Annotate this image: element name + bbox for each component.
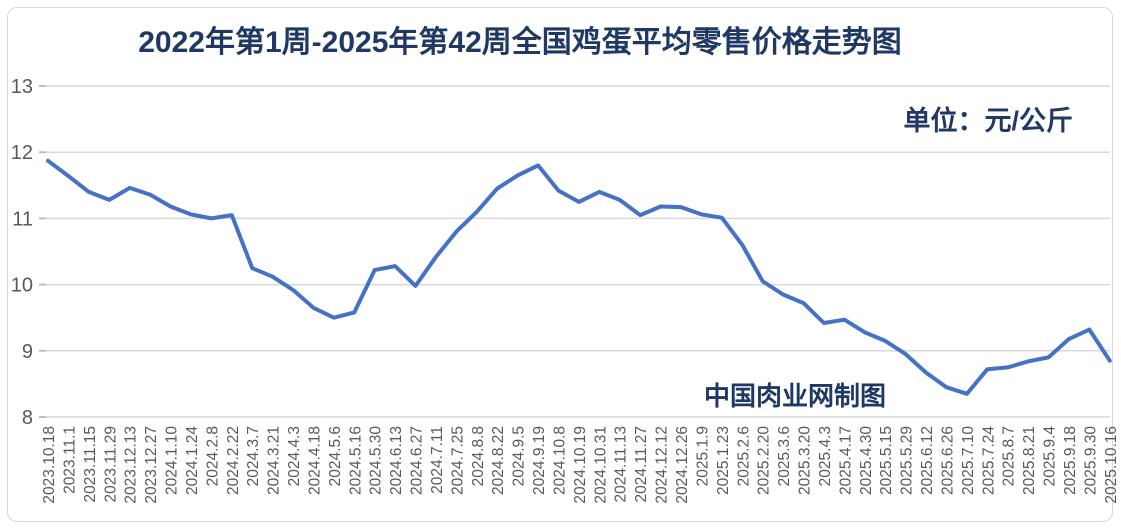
chart-title: 2022年第1周-2025年第42周全国鸡蛋平均零售价格走势图 xyxy=(138,26,902,59)
x-axis-tick-label: 2024.11.13 xyxy=(613,426,630,502)
x-axis-tick-label: 2023.12.13 xyxy=(123,426,140,504)
x-axis-tick-label: 2024.1.24 xyxy=(184,426,201,495)
x-axis-tick-label: 2024.1.10 xyxy=(164,426,181,495)
x-axis-tick-label: 2024.2.8 xyxy=(204,426,221,486)
x-axis-tick-label: 2024.10.8 xyxy=(551,426,568,495)
x-axis-tick-label: 2024.4.3 xyxy=(286,426,303,486)
watermark-credit: 中国肉业网制图 xyxy=(704,381,887,411)
chart-card-border xyxy=(7,7,1113,522)
x-axis-tick-label: 2024.5.6 xyxy=(327,426,344,486)
x-axis-tick-label: 2025.1.23 xyxy=(715,426,732,495)
x-axis-tick-label: 2024.10.31 xyxy=(592,426,609,504)
x-axis-tick-label: 2025.9.30 xyxy=(1082,426,1099,495)
x-axis-tick-label: 2024.10.19 xyxy=(572,426,589,504)
x-axis-tick-label: 2023.12.27 xyxy=(143,426,160,504)
x-axis-tick-label: 2025.9.4 xyxy=(1042,426,1059,487)
x-axis-tick-label: 2025.7.10 xyxy=(960,426,977,495)
x-axis-tick-label: 2024.7.11 xyxy=(429,426,446,494)
x-axis-tick-label: 2024.9.19 xyxy=(531,426,548,495)
x-axis-tick-label: 2025.8.7 xyxy=(1001,426,1018,486)
x-axis-tick-label: 2024.12.26 xyxy=(674,426,691,504)
x-axis-tick-label: 2025.10.16 xyxy=(1103,426,1120,504)
x-axis-tick-label: 2024.5.30 xyxy=(368,426,385,495)
x-axis-tick-label: 2024.7.25 xyxy=(449,426,466,495)
x-axis-tick-label: 2025.6.12 xyxy=(919,426,936,495)
x-axis-tick-label: 2025.1.9 xyxy=(694,426,711,486)
x-axis-tick-label: 2024.2.22 xyxy=(225,426,242,495)
unit-label: 单位：元/公斤 xyxy=(903,106,1073,136)
x-axis-tick-label: 2024.4.18 xyxy=(306,426,323,495)
x-axis-tick-label: 2023.11.1 xyxy=(61,426,78,494)
x-axis-tick-label: 2025.3.6 xyxy=(776,426,793,486)
x-axis-tick-label: 2025.4.30 xyxy=(858,426,875,495)
x-axis-tick-label: 2024.8.22 xyxy=(490,426,507,495)
x-axis-tick-label: 2025.5.15 xyxy=(878,426,895,495)
x-axis-tick-label: 2025.9.18 xyxy=(1062,426,1079,495)
x-axis-tick-label: 2025.2.6 xyxy=(735,426,752,486)
series-layer xyxy=(46,158,1112,396)
x-axis-tick-label: 2024.3.21 xyxy=(266,426,283,495)
y-axis-tick-label: 12 xyxy=(11,142,33,164)
x-axis-tick-label: 2025.5.29 xyxy=(899,426,916,495)
x-axis-tick-label: 2024.6.13 xyxy=(388,426,405,495)
x-axis-tick-label: 2024.5.16 xyxy=(347,426,364,495)
x-axis-tick-label: 2024.9.5 xyxy=(511,426,528,486)
x-axis-tick-label: 2024.11.27 xyxy=(633,426,650,502)
x-axis-tick-label: 2025.4.17 xyxy=(837,426,854,495)
x-axis-tick-label: 2025.8.21 xyxy=(1021,426,1038,495)
x-axis-tick-label: 2023.11.29 xyxy=(102,426,119,502)
x-axis-tick-label: 2025.4.3 xyxy=(817,426,834,486)
y-axis-tick-label: 13 xyxy=(11,76,33,98)
x-axis-tick-label: 2025.6.26 xyxy=(939,426,956,495)
price-line xyxy=(46,158,1112,396)
y-axis-tick-label: 9 xyxy=(22,341,33,363)
x-axis-tick-label: 2025.3.20 xyxy=(797,426,814,495)
y-axis-tick-label: 10 xyxy=(11,275,33,297)
x-axis-tick-label: 2024.12.12 xyxy=(654,426,671,504)
x-axis-tick-label: 2024.3.7 xyxy=(245,426,262,486)
x-axis-tick-label: 2024.6.27 xyxy=(409,426,426,495)
x-axis-tick-label: 2025.2.20 xyxy=(756,426,773,495)
y-axis-tick-label: 8 xyxy=(22,407,33,429)
x-axis-tick-label: 2024.8.8 xyxy=(470,426,487,486)
x-axis-tick-label: 2025.7.24 xyxy=(980,426,997,495)
x-axis-tick-label: 2023.10.18 xyxy=(41,426,58,504)
y-axis-tick-label: 11 xyxy=(12,208,33,230)
x-axis-tick-label: 2023.11.15 xyxy=(82,426,99,502)
